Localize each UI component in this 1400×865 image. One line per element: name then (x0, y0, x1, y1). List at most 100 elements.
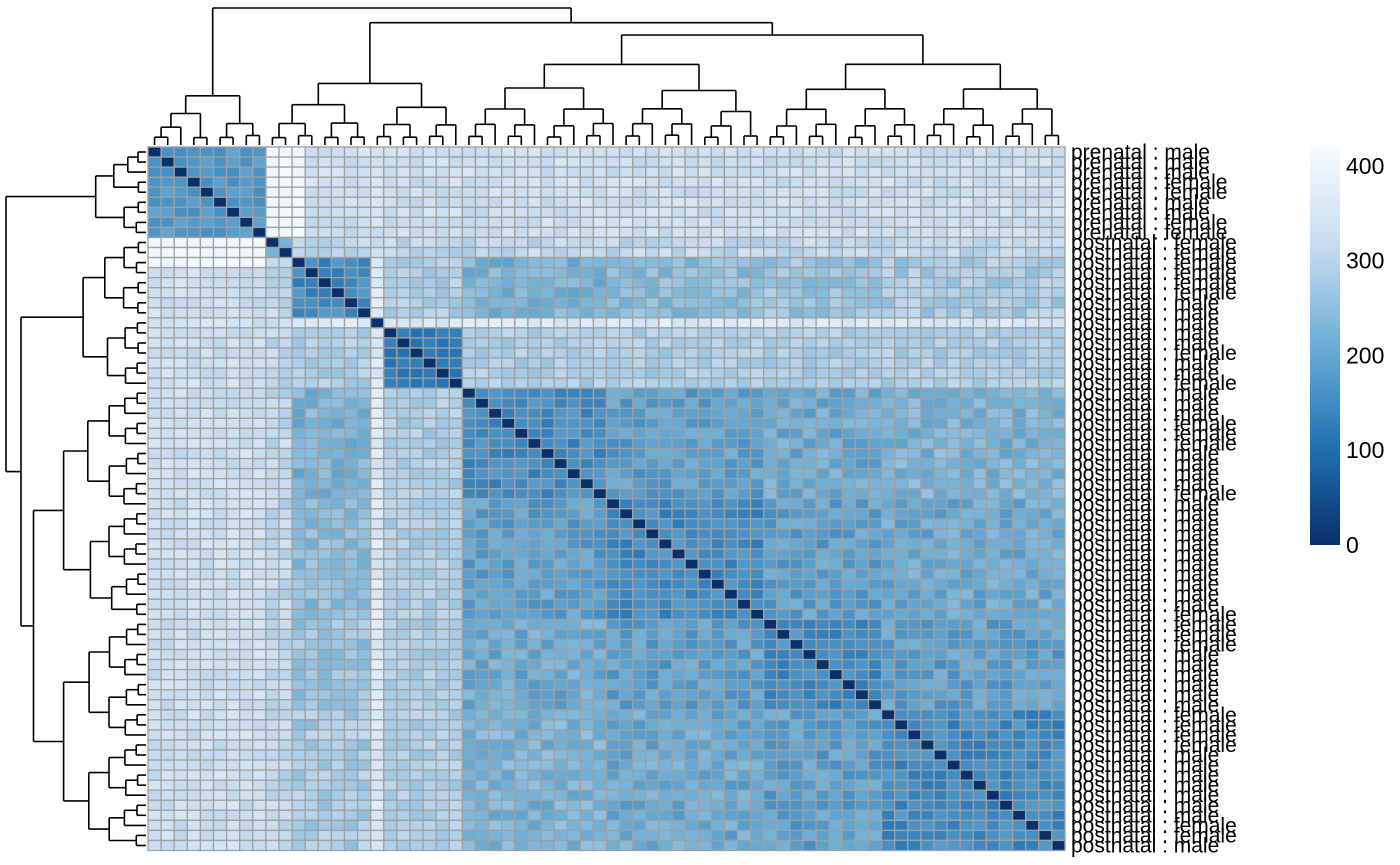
heatmap-cell (265, 337, 280, 349)
heatmap-cell (592, 759, 608, 771)
heatmap-cell (684, 568, 699, 580)
heatmap-cell (356, 699, 372, 711)
heatmap-cell (618, 658, 634, 671)
heatmap-cell (396, 829, 411, 842)
heatmap-cell (697, 347, 712, 359)
heatmap-cell (461, 668, 477, 681)
heatmap-cell (1038, 437, 1053, 450)
heatmap-cell (749, 628, 765, 641)
heatmap-cell (828, 417, 843, 430)
heatmap-cell (671, 679, 686, 691)
heatmap-cell (265, 779, 280, 791)
heatmap-cell (920, 749, 935, 761)
heatmap-cell (632, 266, 647, 279)
heatmap-cell (501, 769, 516, 781)
heatmap-cell (343, 638, 359, 651)
heatmap-cell (854, 528, 870, 540)
heatmap-cell (815, 317, 830, 329)
heatmap-cell (409, 538, 424, 550)
heatmap-cell (239, 246, 254, 259)
heatmap-cell (330, 236, 346, 249)
heatmap-cell (985, 498, 1001, 510)
heatmap-cell (540, 538, 555, 550)
heatmap-cell (343, 598, 359, 610)
heatmap-cell (527, 789, 542, 801)
heatmap-cell (579, 709, 595, 721)
heatmap-cell (985, 327, 1001, 339)
heatmap-cell (632, 628, 647, 641)
heatmap-cell (605, 819, 621, 832)
heatmap-cell (697, 307, 712, 319)
heatmap-cell (239, 307, 254, 319)
heatmap-cell (147, 668, 162, 681)
heatmap-cell (907, 317, 922, 329)
heatmap-cell (972, 437, 988, 450)
heatmap-cell (710, 608, 726, 620)
heatmap-cell (370, 397, 385, 409)
heatmap-cell (749, 488, 765, 500)
heatmap-cell (684, 518, 699, 530)
heatmap-cell (920, 176, 935, 188)
heatmap-cell (684, 819, 699, 832)
heatmap-cell (867, 477, 883, 490)
heatmap-cell (854, 407, 870, 419)
heatmap-cell (736, 256, 752, 269)
heatmap-cell (946, 518, 961, 530)
heatmap-cell (645, 186, 660, 198)
heatmap-cell (225, 648, 241, 661)
heatmap-cell (605, 457, 621, 470)
heatmap-cell (317, 588, 333, 600)
heatmap-cell (815, 196, 830, 208)
heatmap-cell (802, 417, 817, 430)
heatmap-cell (252, 146, 267, 158)
heatmap-cell (225, 528, 241, 540)
heatmap-cell (409, 709, 424, 721)
heatmap-cell (802, 819, 817, 832)
heatmap-cell (697, 779, 712, 791)
heatmap-cell (632, 789, 647, 801)
heatmap-cell (894, 166, 909, 178)
heatmap-cell (409, 216, 424, 229)
heatmap-cell (160, 608, 175, 620)
heatmap-cell (645, 498, 660, 510)
heatmap-cell (907, 437, 922, 450)
heatmap-cell (959, 819, 974, 832)
heatmap-cell (789, 779, 804, 791)
heatmap-cell (736, 779, 752, 791)
heatmap-cell (880, 548, 896, 560)
heatmap-cell (186, 216, 202, 229)
heatmap-cell (972, 598, 988, 610)
heatmap-cell (278, 246, 293, 259)
heatmap-cell (605, 186, 621, 198)
heatmap-cell (356, 427, 372, 440)
heatmap-cell (317, 618, 333, 631)
heatmap-cell (252, 538, 267, 550)
heatmap-cell (867, 216, 883, 229)
heatmap-cell (383, 538, 398, 550)
heatmap-cell (972, 759, 988, 771)
heatmap-cell (330, 347, 346, 359)
heatmap-cell (592, 287, 608, 299)
heatmap-cell (239, 146, 254, 158)
heatmap-cell (972, 819, 988, 832)
heatmap-cell (763, 447, 778, 460)
heatmap-cell (239, 538, 254, 550)
heatmap-cell (291, 176, 306, 188)
heatmap-cell (265, 156, 280, 168)
heatmap-cell (317, 839, 333, 852)
heatmap-cell (645, 759, 660, 771)
heatmap-cell (199, 709, 215, 721)
heatmap-cell (710, 146, 726, 158)
heatmap-cell (212, 508, 228, 520)
heatmap-cell (894, 699, 909, 711)
heatmap-cell (278, 839, 293, 852)
heatmap-cell (684, 668, 699, 681)
heatmap-cell (474, 689, 490, 701)
heatmap-cell (435, 477, 450, 490)
heatmap-cell (527, 638, 542, 651)
heatmap-cell (514, 538, 529, 550)
heatmap-cell (618, 498, 634, 510)
heatmap-cell (736, 417, 752, 430)
heatmap-cell (448, 457, 464, 470)
heatmap-cell (409, 387, 424, 399)
